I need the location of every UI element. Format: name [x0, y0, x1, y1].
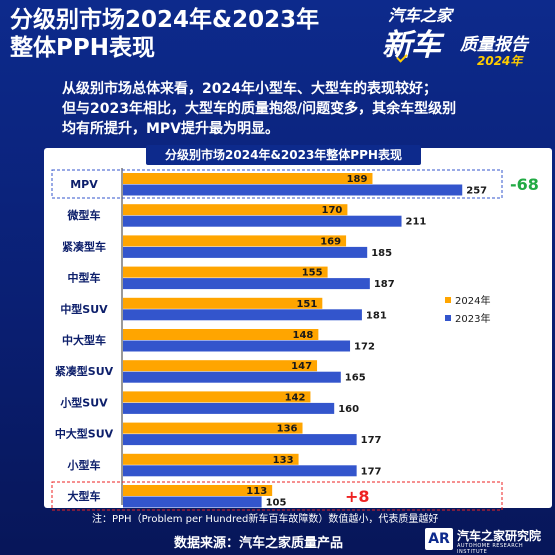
data-label: 160 — [338, 404, 359, 415]
bar-2024 — [123, 391, 311, 403]
data-label: 165 — [345, 373, 366, 384]
bar-2023 — [123, 246, 368, 258]
category-label: 微型车 — [67, 208, 101, 222]
data-label: 105 — [266, 498, 287, 509]
data-label: 133 — [273, 455, 294, 466]
chart-title: 分级别市场2024年&2023年整体PPH表现 — [146, 145, 421, 165]
legend-swatch — [445, 297, 451, 303]
category-label: 中型SUV — [60, 302, 108, 316]
highlight-box — [51, 481, 503, 511]
highlight-box — [51, 169, 503, 199]
data-label: 113 — [246, 486, 267, 497]
page-title: 分级别市场2024年&2023年 整体PPH表现 — [10, 6, 319, 62]
summary-line-2: 但与2023年相比，大型车的质量抱怨/问题变多，其余车型级别 — [62, 101, 457, 117]
report-brand-logo: 汽车之家 新车 质量报告 2024年 — [382, 2, 550, 70]
bar-2023 — [123, 434, 357, 446]
bar-2024 — [123, 204, 348, 216]
data-label: 211 — [406, 217, 427, 228]
data-label: 170 — [322, 205, 343, 216]
bar-2024 — [123, 173, 373, 184]
bar-2023 — [123, 371, 341, 383]
bar-2024 — [123, 266, 328, 278]
title-line-2: 整体PPH表现 — [10, 35, 155, 61]
category-label: MPV — [70, 178, 98, 191]
legend-label: 2023年 — [455, 312, 490, 325]
bar-2023 — [123, 402, 335, 414]
bar-2023 — [123, 496, 262, 508]
bar-2023 — [123, 340, 351, 352]
institute-subtitle: AUTOHOME RESEARCH INSTITUTE — [457, 543, 524, 555]
summary-line-1: 从级别市场总体来看，2024年小型车、大型车的表现较好； — [62, 81, 437, 97]
data-label: 148 — [292, 330, 313, 341]
summary-line-3: 均有所提升，MPV提升最为明显。 — [62, 121, 280, 137]
data-label: 147 — [291, 361, 312, 372]
data-label: 151 — [296, 299, 317, 310]
institute-logo-icon: AR — [425, 528, 453, 550]
bar-2023 — [123, 309, 362, 321]
category-label: 中大型SUV — [55, 427, 114, 441]
category-label: 中大型车 — [62, 333, 106, 347]
footnote: 注：PPH（Problem per Hundred新车百车故障数）数值越小，代表… — [92, 514, 439, 525]
bar-2024 — [123, 453, 299, 465]
change-annotation: +8 — [345, 487, 370, 506]
data-label: 185 — [371, 248, 392, 259]
data-label: 189 — [347, 174, 368, 185]
brand-line-1: 汽车之家 — [388, 6, 453, 25]
category-label: 小型车 — [67, 458, 101, 472]
data-label: 187 — [374, 279, 395, 290]
bar-2024 — [123, 297, 323, 309]
data-label: 142 — [285, 392, 306, 403]
category-label: 紧凑型SUV — [55, 364, 114, 378]
brand-line-2: 新车 — [382, 28, 441, 63]
bar-2023 — [123, 278, 370, 290]
bar-2023 — [123, 465, 357, 477]
summary-text: 从级别市场总体来看，2024年小型车、大型车的表现较好； 但与2023年相比，大… — [62, 79, 542, 139]
title-line-1: 分级别市场2024年&2023年 — [10, 7, 320, 33]
category-label: 紧凑型车 — [62, 239, 106, 253]
bar-2024 — [123, 235, 347, 247]
data-label: 257 — [466, 186, 487, 197]
brand-year: 2024年 — [477, 54, 523, 68]
data-label: 169 — [320, 236, 341, 247]
data-label: 155 — [302, 268, 323, 279]
bar-2023 — [123, 184, 463, 196]
data-label: 172 — [354, 342, 375, 353]
category-label: 大型车 — [68, 489, 101, 503]
data-label: 177 — [361, 466, 382, 477]
legend-swatch — [445, 315, 451, 321]
brand-line-3: 质量报告 — [460, 35, 528, 55]
data-label: 136 — [277, 424, 298, 435]
category-label: 小型SUV — [59, 395, 108, 409]
data-label: 181 — [366, 310, 387, 321]
bar-2024 — [123, 485, 273, 496]
legend-label: 2024年 — [455, 294, 490, 307]
data-label: 177 — [361, 435, 382, 446]
institute-name: 汽车之家研究院 — [457, 529, 542, 543]
bar-2023 — [123, 215, 402, 227]
change-annotation: -68 — [510, 175, 539, 194]
bar-2024 — [123, 360, 318, 372]
category-label: 中型车 — [68, 271, 101, 285]
data-source: 数据来源：汽车之家质量产品 — [174, 536, 344, 551]
bar-2024 — [123, 422, 303, 434]
bar-2024 — [123, 329, 319, 340]
